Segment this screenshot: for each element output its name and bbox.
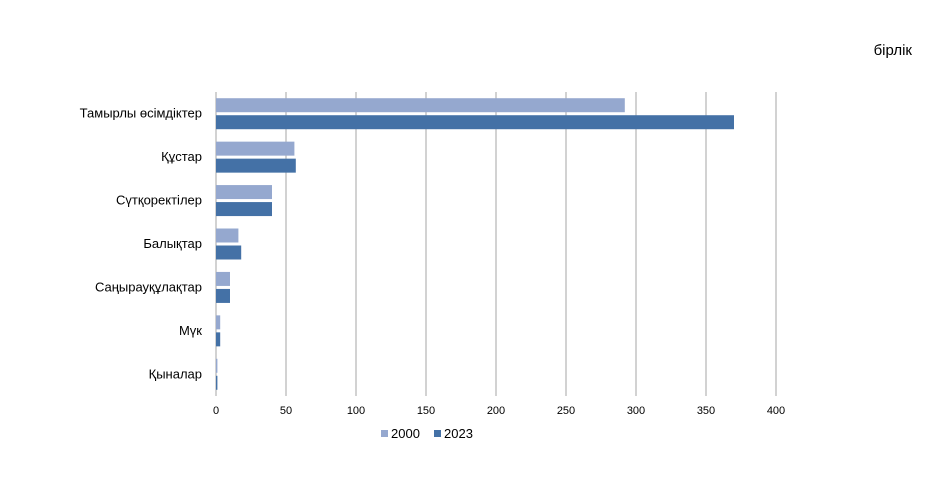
category-label: Тамырлы өсімдіктер (80, 106, 202, 121)
bar-2000 (216, 228, 239, 243)
category-labels: Тамырлы өсімдіктер Құстар Сүтқоректілер Бал… (80, 106, 203, 382)
x-tick-label: 100 (347, 405, 365, 417)
x-tick-label: 150 (417, 405, 435, 417)
x-tick-label: 400 (767, 405, 785, 417)
unit-label: бірлік (874, 42, 913, 59)
legend-swatch-2000 (381, 430, 388, 437)
x-tick-label: 0 (213, 405, 219, 417)
bar-2000 (216, 315, 221, 330)
bar-2000 (216, 185, 272, 200)
x-tick-label: 50 (280, 405, 292, 417)
gridlines (215, 92, 777, 396)
category-label: Балықтар (143, 236, 202, 251)
bar-2023 (216, 332, 221, 347)
bar-2023 (216, 375, 218, 390)
legend-swatch-2023 (434, 430, 441, 437)
category-label: Құстар (161, 149, 202, 164)
legend-label-2000: 2000 (391, 426, 420, 441)
bar-2023 (216, 115, 734, 130)
x-tick-label: 250 (557, 405, 575, 417)
category-label: Сүтқоректілер (116, 193, 202, 208)
bar-2000 (216, 358, 218, 373)
bar-2000 (216, 141, 295, 156)
bar-2023 (216, 158, 296, 173)
category-label: Саңырауқұлақтар (95, 279, 202, 294)
bars (216, 98, 734, 390)
legend: 2000 2023 (381, 426, 473, 441)
bar-2023 (216, 288, 230, 303)
bar-2023 (216, 202, 272, 217)
x-tick-label: 350 (697, 405, 715, 417)
category-label: Мүк (179, 323, 202, 338)
x-tick-labels: 0 50 100 150 200 250 300 350 400 (213, 405, 785, 417)
legend-label-2023: 2023 (444, 426, 473, 441)
x-tick-label: 200 (487, 405, 505, 417)
x-tick-label: 300 (627, 405, 645, 417)
bar-2000 (216, 271, 230, 286)
bar-2023 (216, 245, 242, 260)
bar-2000 (216, 98, 625, 113)
category-label: Қыналар (149, 366, 202, 381)
